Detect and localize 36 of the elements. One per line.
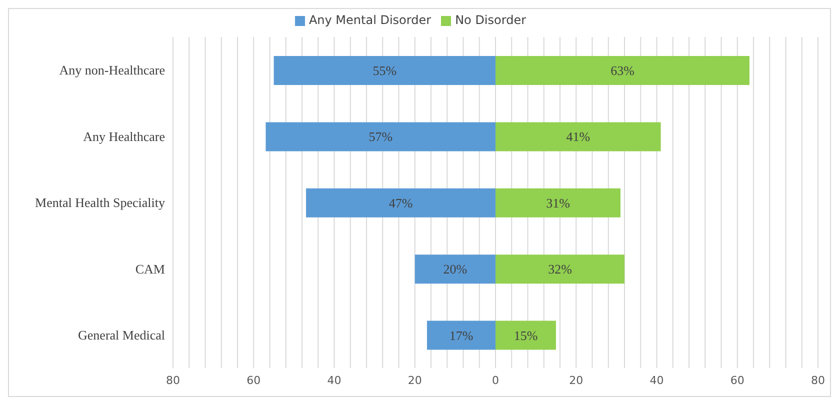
bar: [496, 188, 620, 218]
bar: [414, 254, 496, 284]
data-label: 15%: [514, 328, 538, 343]
bar: [496, 56, 750, 85]
x-tick-label: 40: [327, 374, 342, 387]
data-label: 20%: [443, 262, 468, 277]
legend-label: Any Mental Disorder: [308, 13, 432, 27]
x-tick-label: 60: [246, 374, 261, 387]
x-tick-label: 80: [166, 374, 180, 387]
data-label: 63%: [610, 63, 635, 78]
bar: [266, 122, 496, 152]
x-tick-label: 40: [650, 374, 664, 387]
bar: [274, 56, 496, 85]
bar: [496, 320, 556, 350]
x-tick-label: 20: [569, 374, 584, 387]
y-tick-label: Mental Health Speciality: [35, 195, 166, 210]
data-label: 47%: [388, 195, 413, 210]
data-label: 17%: [449, 328, 474, 343]
data-label: 41%: [566, 129, 590, 144]
data-label: 55%: [372, 63, 397, 78]
x-tick-label: 60: [730, 374, 744, 387]
x-tick-label: 20: [408, 374, 422, 387]
x-tick-label: 0: [492, 374, 499, 387]
y-tick-label: Any non-Healthcare: [59, 62, 166, 78]
data-label: 57%: [368, 129, 393, 144]
bar: [496, 254, 624, 284]
legend-label: No Disorder: [455, 13, 526, 27]
y-tick-label: General Medical: [78, 328, 166, 343]
bar: [306, 188, 496, 218]
data-label: 31%: [546, 195, 570, 210]
bar: [496, 122, 661, 152]
x-tick-label: 80: [811, 374, 825, 387]
y-tick-label: Any Healthcare: [83, 128, 166, 144]
y-tick-label: CAM: [135, 261, 166, 276]
data-label: 32%: [548, 262, 572, 277]
bar: [426, 320, 496, 350]
